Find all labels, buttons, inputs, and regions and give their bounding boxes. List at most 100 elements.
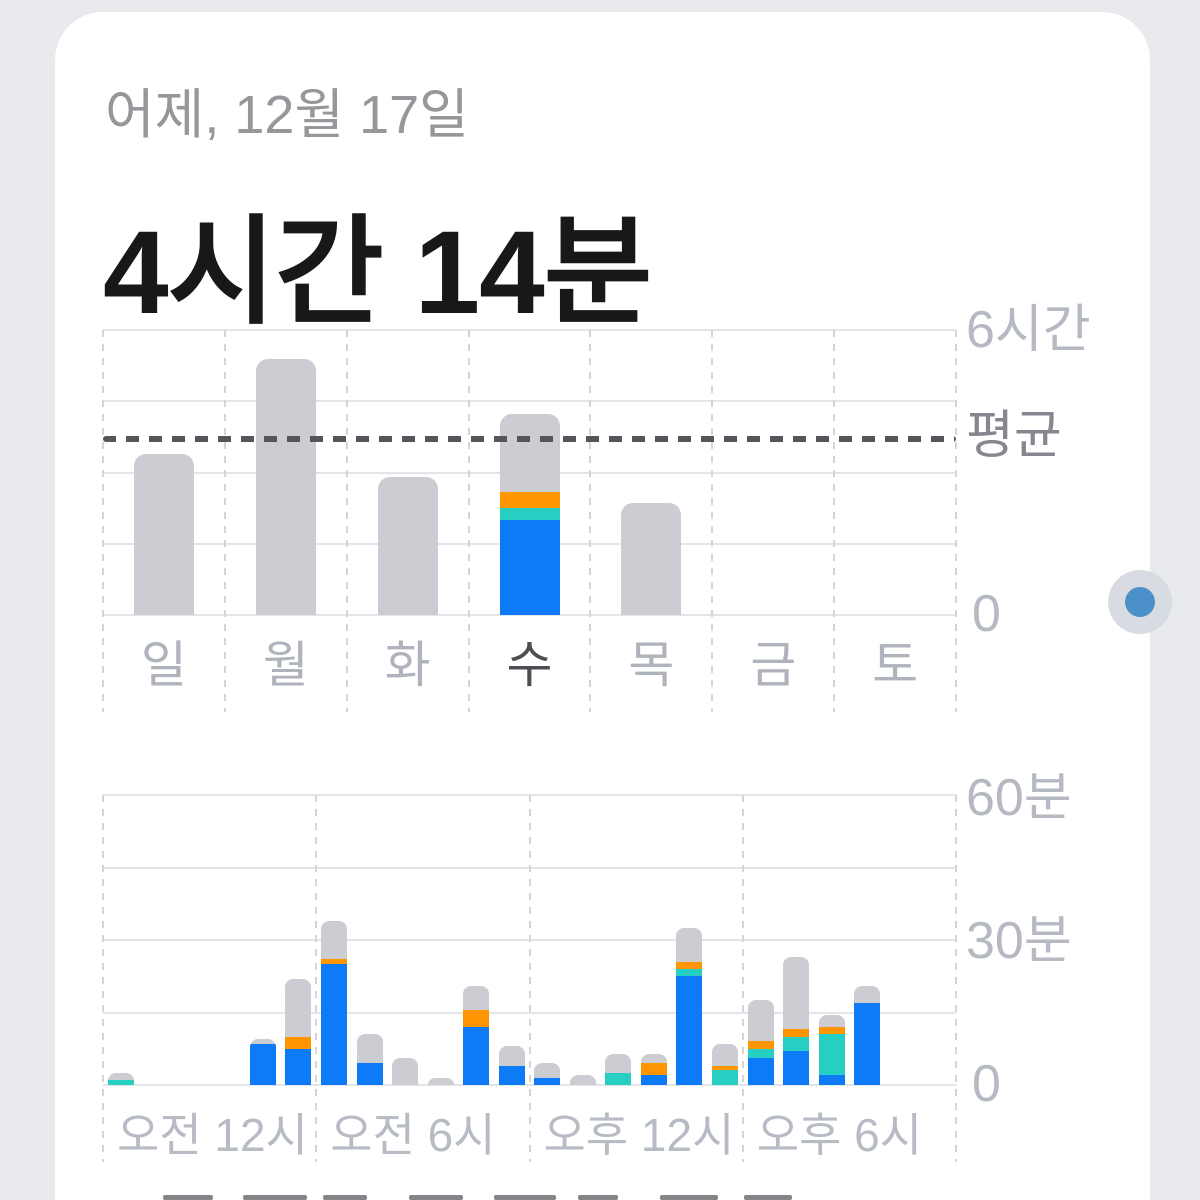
weekly-gridline <box>103 614 956 616</box>
cutoff-mark <box>660 1195 718 1200</box>
hourly-bar-0-segment-teal <box>107 1080 134 1085</box>
hourly-bar-6[interactable] <box>321 920 348 1085</box>
hourly-bar-21-segment-blue <box>854 1002 881 1085</box>
hourly-bar-5[interactable] <box>285 978 312 1085</box>
weekly-bar-수-segment-gray <box>499 414 560 493</box>
hourly-bar-0-segment-gray <box>107 1072 134 1081</box>
weekly-column-divider <box>467 330 470 712</box>
weekly-column-divider <box>711 330 714 712</box>
cutoff-mark <box>578 1195 618 1200</box>
hourly-bar-15[interactable] <box>640 1053 667 1085</box>
hourly-bar-19-segment-gray <box>783 956 810 1030</box>
day-label-일[interactable]: 일 <box>140 637 187 693</box>
hourly-bar-7[interactable] <box>356 1034 383 1085</box>
hourly-bar-20-segment-blue <box>818 1075 845 1085</box>
weekly-bar-일-segment-gray <box>133 453 194 615</box>
weekly-bar-수-segment-teal <box>499 508 560 520</box>
hourly-bar-14-segment-teal <box>605 1072 632 1085</box>
weekly-average-label: 평균 <box>966 407 1062 465</box>
weekly-bar-화[interactable] <box>377 477 438 615</box>
hourly-bar-15-segment-gray <box>640 1053 667 1064</box>
weekly-bar-월[interactable] <box>255 358 316 615</box>
hourly-bar-16-segment-blue <box>676 976 703 1085</box>
hourly-bar-16-segment-gray <box>676 927 703 962</box>
hourly-section-divider <box>528 795 531 1162</box>
hourly-bar-20[interactable] <box>818 1014 845 1085</box>
hourly-bar-6-segment-blue <box>321 964 348 1085</box>
hourly-bar-4[interactable] <box>249 1039 276 1085</box>
weekly-bar-수-segment-orange <box>499 492 560 509</box>
hourly-bar-11[interactable] <box>498 1046 525 1085</box>
hourly-ymid-label: 30분 <box>966 912 1072 970</box>
hourly-bar-15-segment-orange <box>640 1063 667 1076</box>
weekly-column-divider <box>589 330 592 712</box>
hourly-bar-13[interactable] <box>569 1075 596 1085</box>
weekly-ymax-label: 6시간 <box>966 301 1091 359</box>
hourly-bar-8-segment-gray <box>392 1058 419 1085</box>
hourly-bar-10[interactable] <box>463 985 490 1085</box>
hour-label-12: 오후 12시 <box>543 1109 735 1161</box>
weekly-column-divider <box>102 330 104 712</box>
hourly-bar-9[interactable] <box>427 1077 454 1085</box>
hourly-bar-16-segment-orange <box>676 961 703 969</box>
hourly-bar-17[interactable] <box>711 1043 738 1085</box>
hourly-bar-18[interactable] <box>747 1000 774 1085</box>
hourly-bar-6-segment-gray <box>321 920 348 960</box>
hourly-bar-12-segment-blue <box>534 1077 561 1085</box>
cutoff-mark <box>243 1195 307 1200</box>
hour-label-6: 오전 6시 <box>330 1109 496 1161</box>
day-label-화[interactable]: 화 <box>384 637 431 693</box>
day-label-금[interactable]: 금 <box>750 637 797 693</box>
average-line <box>103 436 956 443</box>
day-label-목[interactable]: 목 <box>628 637 675 693</box>
hourly-bar-7-segment-blue <box>356 1063 383 1085</box>
cutoff-mark <box>744 1195 792 1200</box>
cutoff-mark <box>494 1195 556 1200</box>
hourly-bar-4-segment-blue <box>249 1043 276 1085</box>
hourly-bar-10-segment-orange <box>463 1010 490 1027</box>
hourly-bar-4-segment-gray <box>249 1039 276 1044</box>
weekly-bar-목-segment-gray <box>621 503 682 615</box>
hourly-bar-18-segment-teal <box>747 1048 774 1059</box>
hourly-section-divider <box>955 795 957 1162</box>
hourly-section-divider <box>315 795 318 1162</box>
hourly-bar-19-segment-orange <box>783 1029 810 1037</box>
hourly-bar-17-segment-gray <box>711 1043 738 1066</box>
hourly-bar-10-segment-gray <box>463 985 490 1011</box>
weekly-bar-수[interactable] <box>499 414 560 615</box>
hourly-bar-20-segment-gray <box>818 1014 845 1027</box>
weekly-column-divider <box>345 330 348 712</box>
hourly-bar-7-segment-gray <box>356 1034 383 1064</box>
hourly-bar-20-segment-orange <box>818 1026 845 1035</box>
weekly-bar-화-segment-gray <box>377 477 438 615</box>
hourly-bar-14[interactable] <box>605 1053 632 1085</box>
hourly-bar-5-segment-blue <box>285 1048 312 1085</box>
weekly-bar-목[interactable] <box>621 503 682 615</box>
scroll-indicator[interactable] <box>1108 570 1172 634</box>
hourly-bar-19[interactable] <box>783 956 810 1085</box>
weekly-gridline <box>103 329 956 331</box>
hourly-ymax-label: 60분 <box>966 769 1072 827</box>
hourly-bar-16[interactable] <box>676 927 703 1085</box>
hourly-bar-17-segment-orange <box>711 1065 738 1071</box>
day-label-월[interactable]: 월 <box>262 637 309 693</box>
weekly-bar-월-segment-gray <box>255 358 316 615</box>
hourly-bar-12[interactable] <box>534 1063 561 1085</box>
weekly-column-divider <box>955 330 957 712</box>
hourly-bar-18-segment-gray <box>747 1000 774 1042</box>
hourly-bar-5-segment-gray <box>285 978 312 1037</box>
hourly-bar-10-segment-blue <box>463 1026 490 1085</box>
weekly-column-divider <box>223 330 226 712</box>
hourly-bar-17-segment-teal <box>711 1070 738 1085</box>
hourly-section-divider <box>741 795 744 1162</box>
screen-time-card <box>55 12 1150 1200</box>
hourly-bar-21[interactable] <box>854 985 881 1085</box>
hourly-bar-8[interactable] <box>392 1058 419 1085</box>
day-label-수[interactable]: 수 <box>506 637 553 693</box>
hourly-bar-18-segment-orange <box>747 1041 774 1049</box>
weekly-bar-일[interactable] <box>133 453 194 615</box>
day-label-토[interactable]: 토 <box>872 637 919 693</box>
hourly-bar-19-segment-teal <box>783 1036 810 1052</box>
hourly-bar-6-segment-orange <box>321 959 348 965</box>
hourly-bar-0[interactable] <box>107 1072 134 1085</box>
